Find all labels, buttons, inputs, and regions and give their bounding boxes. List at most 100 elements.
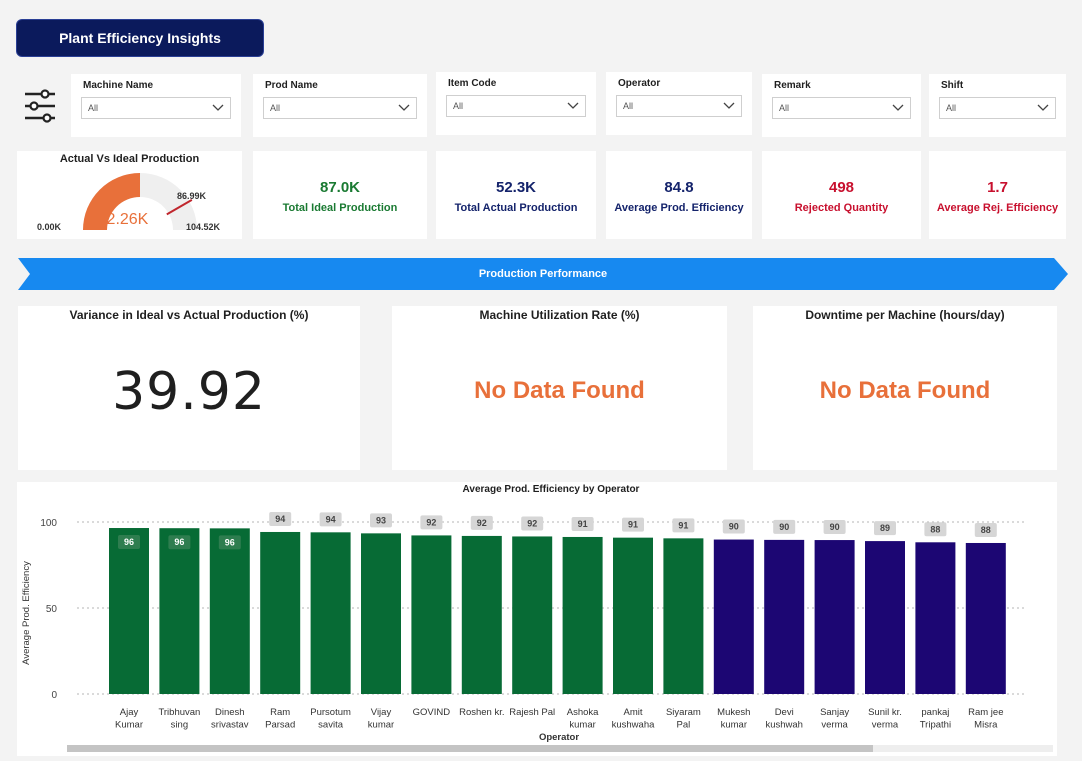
kpi-total-actual-production: 52.3K Total Actual Production bbox=[436, 151, 596, 239]
x-tick-label: Roshen kr. bbox=[459, 707, 504, 718]
slicer-label: Operator bbox=[618, 78, 661, 89]
kpi-label: Average Prod. Efficiency bbox=[614, 202, 744, 214]
bar bbox=[613, 537, 653, 694]
shift-dropdown[interactable]: All bbox=[939, 97, 1056, 119]
x-tick-label: Ram bbox=[270, 707, 290, 718]
data-label: 96 bbox=[124, 537, 134, 547]
x-tick-label: Pursotum bbox=[310, 707, 351, 718]
slicer-item-code: Item Code All bbox=[436, 72, 596, 135]
x-tick-label: Sunil kr. bbox=[868, 707, 902, 718]
card-title: Machine Utilization Rate (%) bbox=[479, 308, 640, 322]
bar bbox=[764, 539, 805, 694]
chevron-down-icon bbox=[212, 104, 224, 111]
gauge-chart: 52.26K 0.00K 104.52K 86.99K bbox=[37, 173, 221, 232]
chevron-down-icon bbox=[567, 102, 579, 109]
data-label-bg bbox=[622, 517, 644, 532]
bar bbox=[159, 528, 200, 694]
x-tick-label: Ajay bbox=[120, 707, 139, 718]
bar bbox=[713, 539, 754, 694]
section-banner bbox=[18, 258, 1068, 290]
bar bbox=[512, 536, 553, 694]
x-tick-label: Mukesh bbox=[717, 707, 750, 718]
data-label: 91 bbox=[628, 520, 638, 530]
data-label: 93 bbox=[376, 515, 386, 525]
bar bbox=[209, 528, 250, 694]
x-tick-label: Devi bbox=[775, 707, 794, 718]
data-label: 90 bbox=[779, 522, 789, 532]
bar bbox=[865, 541, 905, 694]
operator-dropdown[interactable]: All bbox=[616, 95, 742, 117]
x-tick-label: pankaj bbox=[921, 707, 949, 718]
data-label-bg bbox=[722, 519, 745, 534]
page-title-button[interactable]: Plant Efficiency Insights bbox=[16, 19, 264, 57]
item-code-dropdown[interactable]: All bbox=[446, 95, 586, 117]
x-axis-label: Operator bbox=[539, 732, 579, 743]
x-tick-label: kumar bbox=[721, 720, 747, 731]
x-tick-label: Pal bbox=[677, 720, 691, 731]
utilization-card: Machine Utilization Rate (%) No Data Fou… bbox=[392, 306, 727, 470]
kpi-value: 84.8 bbox=[664, 179, 694, 196]
slicer-label: Shift bbox=[941, 80, 964, 91]
machine-name-dropdown[interactable]: All bbox=[81, 97, 231, 119]
data-label-bg bbox=[319, 512, 342, 527]
data-label: 90 bbox=[830, 522, 840, 532]
gauge-max-label: 104.52K bbox=[186, 222, 221, 232]
kpi-average-prod-efficiency: 84.8 Average Prod. Efficiency bbox=[606, 151, 752, 239]
gauge-title: Actual Vs Ideal Production bbox=[59, 153, 200, 165]
data-label-bg bbox=[672, 518, 695, 533]
slicer-label: Prod Name bbox=[265, 80, 318, 91]
data-label-bg bbox=[823, 520, 846, 535]
data-label-bg bbox=[773, 519, 796, 534]
kpi-average-rej-efficiency: 1.7 Average Rej. Efficiency bbox=[929, 151, 1066, 239]
x-tick-label: kushwah bbox=[765, 720, 803, 731]
bar bbox=[663, 538, 704, 694]
prod-name-dropdown[interactable]: All bbox=[263, 97, 417, 119]
chevron-down-icon bbox=[723, 102, 735, 109]
data-label: 92 bbox=[527, 518, 537, 528]
bar bbox=[361, 533, 401, 694]
slicer-shift: Shift All bbox=[929, 74, 1066, 137]
chevron-down-icon bbox=[1037, 104, 1049, 111]
efficiency-by-operator-chart: Average Prod. Efficiency by Operator 0 50 1… bbox=[17, 482, 1057, 756]
x-tick-label: Dinesh bbox=[215, 707, 245, 718]
x-tick-label: kumar bbox=[368, 720, 394, 731]
data-label-bg bbox=[521, 516, 544, 531]
x-tick-label: Ram jee bbox=[968, 707, 1003, 718]
kpi-label: Rejected Quantity bbox=[794, 202, 889, 214]
data-label-bg bbox=[571, 516, 594, 531]
kpi-value: 52.3K bbox=[495, 179, 537, 196]
data-label-bg bbox=[269, 511, 292, 526]
data-label: 94 bbox=[326, 514, 336, 524]
data-label: 94 bbox=[275, 514, 285, 524]
data-label-bg bbox=[370, 513, 392, 528]
x-tick-label: Tribhuvan bbox=[158, 707, 200, 718]
downtime-card: Downtime per Machine (hours/day) No Data… bbox=[753, 306, 1057, 470]
data-label-bg bbox=[118, 535, 140, 550]
x-tick-label: kushwaha bbox=[612, 720, 655, 731]
remark-dropdown[interactable]: All bbox=[772, 97, 911, 119]
x-tick-label: verma bbox=[872, 720, 899, 731]
variance-value: 39.92 bbox=[112, 362, 266, 422]
data-label: 90 bbox=[729, 522, 739, 532]
bar bbox=[411, 535, 452, 694]
kpi-value: 498 bbox=[828, 179, 855, 196]
dropdown-value: All bbox=[270, 103, 281, 113]
kpi-value: 87.0K bbox=[319, 179, 361, 196]
data-label-bg bbox=[420, 515, 443, 530]
x-tick-label: srivastav bbox=[211, 720, 249, 731]
gauge-min-label: 0.00K bbox=[37, 222, 62, 232]
y-tick-label: 50 bbox=[46, 604, 58, 615]
kpi-value: 1.7 bbox=[987, 179, 1008, 196]
x-tick-label: Kumar bbox=[115, 720, 143, 731]
card-title: Downtime per Machine (hours/day) bbox=[805, 308, 1005, 322]
data-label: 96 bbox=[174, 537, 184, 547]
bar bbox=[562, 536, 603, 694]
gauge-target-label: 86.99K bbox=[177, 191, 207, 201]
data-label-bg bbox=[168, 535, 191, 550]
chevron-down-icon bbox=[892, 104, 904, 111]
sliders-filter-icon[interactable] bbox=[22, 88, 58, 124]
data-label: 91 bbox=[678, 520, 688, 530]
bar bbox=[310, 532, 351, 694]
horizontal-scrollbar-thumb[interactable] bbox=[67, 745, 873, 752]
x-tick-label: Parsad bbox=[265, 720, 295, 731]
